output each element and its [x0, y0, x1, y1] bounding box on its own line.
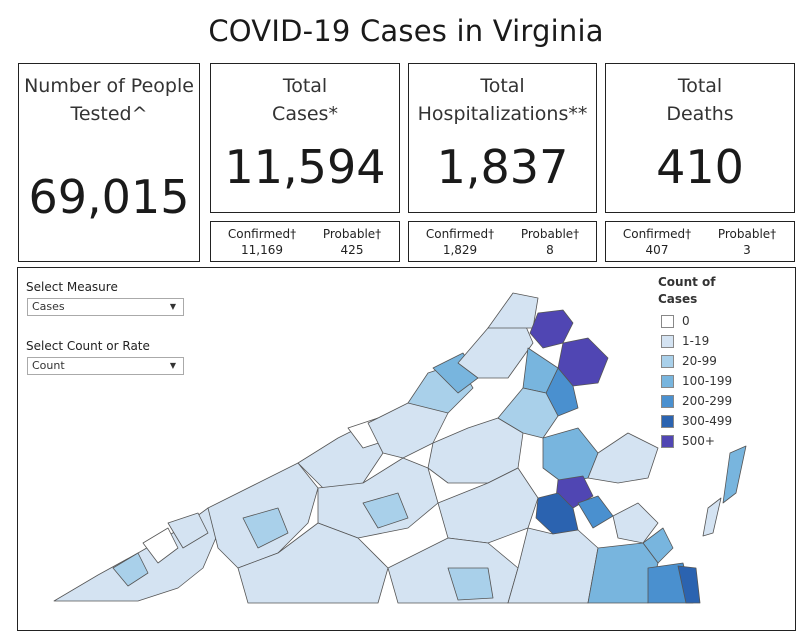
- legend-item[interactable]: 20-99: [661, 354, 717, 368]
- legend-swatch: [661, 335, 674, 348]
- locality-region[interactable]: [587, 542, 659, 604]
- legend-swatch: [661, 415, 674, 428]
- deaths-breakdown: Confirmed† 407 Probable† 3: [605, 221, 795, 262]
- virginia-map[interactable]: [18, 268, 797, 632]
- hospitalizations-breakdown: Confirmed† 1,829 Probable† 8: [408, 221, 597, 262]
- locality-region[interactable]: [242, 507, 289, 549]
- map-panel: Select Measure Cases ▼ Select Count or R…: [17, 267, 796, 631]
- cases-card: Total Cases* 11,594: [210, 63, 400, 213]
- hospitalizations-probable-label: Probable†: [520, 227, 580, 241]
- hospitalizations-label-line1: Total: [480, 75, 525, 97]
- legend-item[interactable]: 0: [661, 314, 690, 328]
- cases-label-line1: Total: [282, 75, 328, 97]
- measure-select[interactable]: Cases ▼: [27, 298, 184, 316]
- legend-label: 500+: [682, 434, 715, 448]
- locality-region[interactable]: [167, 512, 209, 549]
- cases-probable-value: 425: [340, 243, 364, 257]
- cases-label-line2: Cases*: [272, 103, 338, 125]
- hospitalizations-label-line2: Hospitalizations**: [417, 103, 588, 125]
- cases-probable-label: Probable†: [322, 227, 382, 241]
- deaths-confirmed-value: 407: [645, 243, 669, 257]
- locality-region[interactable]: [487, 292, 539, 329]
- legend-label: 1-19: [682, 334, 710, 348]
- legend-label: 20-99: [682, 354, 717, 368]
- hospitalizations-label: Total Hospitalizations**: [409, 72, 596, 128]
- tested-card: Number of People Tested^ 69,015: [18, 63, 200, 262]
- legend-swatch: [661, 315, 674, 328]
- cases-breakdown: Confirmed† 11,169 Probable† 425: [210, 221, 400, 262]
- deaths-value: 410: [656, 140, 744, 194]
- page-title: COVID-19 Cases in Virginia: [208, 14, 604, 48]
- deaths-confirmed-label: Confirmed†: [622, 227, 692, 241]
- locality-region[interactable]: [507, 527, 599, 604]
- legend-label: 100-199: [682, 374, 733, 388]
- deaths-label: Total Deaths: [606, 72, 794, 128]
- locality-region[interactable]: [612, 502, 659, 544]
- legend-label: 300-499: [682, 414, 733, 428]
- deaths-card: Total Deaths 410: [605, 63, 795, 213]
- tested-value: 69,015: [28, 170, 190, 224]
- cases-value: 11,594: [224, 140, 386, 194]
- deaths-label-line1: Total: [677, 75, 723, 97]
- tested-label-line1: Number of People: [24, 75, 194, 97]
- cases-confirmed-value: 11,169: [241, 243, 283, 257]
- deaths-probable-label: Probable†: [717, 227, 777, 241]
- locality-region[interactable]: [112, 552, 149, 587]
- locality-region[interactable]: [497, 387, 559, 439]
- legend-item[interactable]: 500+: [661, 434, 715, 448]
- chevron-down-icon: ▼: [169, 302, 176, 311]
- cases-confirmed-label: Confirmed†: [227, 227, 297, 241]
- cases-label: Total Cases*: [211, 72, 399, 128]
- legend-item[interactable]: 100-199: [661, 374, 732, 388]
- locality-region[interactable]: [577, 495, 614, 529]
- locality-region[interactable]: [142, 527, 179, 564]
- locality-region[interactable]: [677, 565, 701, 604]
- legend-title-line2: Cases: [658, 292, 698, 306]
- deaths-probable-value: 3: [743, 243, 751, 257]
- locality-region[interactable]: [362, 492, 409, 529]
- hospitalizations-value: 1,837: [436, 140, 569, 194]
- legend-label: 0: [682, 314, 690, 328]
- tested-label: Number of People Tested^: [19, 72, 199, 128]
- chevron-down-icon: ▼: [169, 361, 176, 370]
- legend-item[interactable]: 1-19: [661, 334, 709, 348]
- rate-select-value: Count: [32, 359, 65, 372]
- legend-swatch: [661, 375, 674, 388]
- hospitalizations-confirmed-label: Confirmed†: [425, 227, 495, 241]
- locality-region[interactable]: [702, 497, 722, 537]
- locality-region[interactable]: [447, 567, 494, 601]
- deaths-label-line2: Deaths: [666, 103, 734, 125]
- locality-region[interactable]: [587, 432, 659, 484]
- locality-region[interactable]: [722, 445, 747, 504]
- legend-swatch: [661, 395, 674, 408]
- measure-select-value: Cases: [32, 300, 65, 313]
- legend-swatch: [661, 355, 674, 368]
- tested-label-line2: Tested^: [70, 103, 148, 125]
- legend-item[interactable]: 300-499: [661, 414, 732, 428]
- rate-select[interactable]: Count ▼: [27, 357, 184, 375]
- legend-item[interactable]: 200-299: [661, 394, 732, 408]
- legend-swatch: [661, 435, 674, 448]
- measure-label: Select Measure: [26, 280, 118, 294]
- rate-label: Select Count or Rate: [26, 339, 150, 353]
- hospitalizations-probable-value: 8: [546, 243, 554, 257]
- legend-title-line1: Count of: [658, 275, 716, 289]
- hospitalizations-confirmed-value: 1,829: [442, 243, 478, 257]
- legend-label: 200-299: [682, 394, 733, 408]
- hospitalizations-card: Total Hospitalizations** 1,837: [408, 63, 597, 213]
- legend-title: Count of Cases: [658, 274, 716, 308]
